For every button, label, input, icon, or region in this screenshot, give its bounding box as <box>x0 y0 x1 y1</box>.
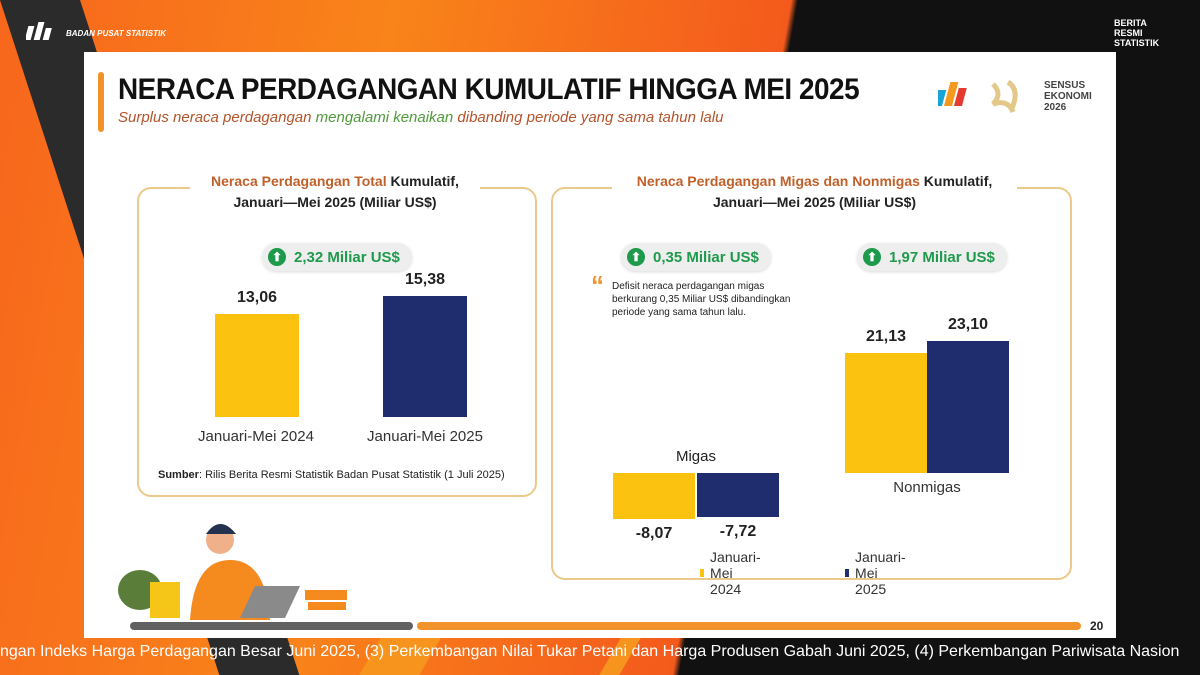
value-label: 15,38 <box>404 270 446 288</box>
bar-migas-2025 <box>697 473 779 517</box>
change-badge-nonmigas: ⬆ 1,97 Miliar US$ <box>857 243 1007 271</box>
subtitle-part: Surplus neraca perdagangan <box>118 109 316 126</box>
change-badge-migas: ⬆ 0,35 Miliar US$ <box>621 243 771 271</box>
sensus-logo: SENSUS EKONOMI 2026 <box>938 76 1100 116</box>
badge-text: 0,35 Miliar US$ <box>653 248 759 266</box>
news-ticker: ngan Indeks Harga Perdagangan Besar Juni… <box>0 643 1180 660</box>
legend-swatch <box>700 569 705 577</box>
bar-nonmigas-2024 <box>845 352 927 473</box>
panel-total <box>137 187 537 497</box>
legend-item-2025: Januari-Mei 2025 <box>845 549 910 597</box>
title-part: Kumulatif, <box>919 173 993 189</box>
title-part: Neraca Perdagangan Total <box>211 173 387 189</box>
bar-2025 <box>383 295 467 417</box>
bps-logo-icon <box>26 22 52 40</box>
page-number: 20 <box>1090 619 1104 633</box>
source-note: Sumber: Rilis Berita Resmi Statistik Bad… <box>158 469 505 481</box>
arrow-up-icon: ⬆ <box>863 248 881 266</box>
legend-label: Januari-Mei 2024 <box>710 549 761 597</box>
title-part: Neraca Perdagangan Migas dan Nonmigas <box>636 173 920 189</box>
category-label: Migas <box>675 448 716 465</box>
value-label: -8,07 <box>635 524 673 542</box>
subtitle-highlight: mengalami kenaikan <box>315 109 454 126</box>
category-label: Januari-Mei 2025 <box>367 428 483 445</box>
legend-label: Januari-Mei 2025 <box>855 549 906 597</box>
migas-note: Defisit neraca perdagangan migas berkura… <box>612 281 791 318</box>
title-part: Januari—Mei 2025 (Miliar US$) <box>712 194 917 210</box>
person-laptop-illustration <box>118 524 347 620</box>
value-label: 21,13 <box>865 327 907 345</box>
category-label: Nonmigas <box>893 479 961 496</box>
sensus-logo-text: SENSUS EKONOMI 2026 <box>1044 79 1092 113</box>
legend-swatch <box>845 569 850 577</box>
value-label: 13,06 <box>236 288 278 306</box>
bar-migas-2024 <box>613 473 695 519</box>
change-badge-total: ⬆ 2,32 Miliar US$ <box>262 243 412 271</box>
progress-bar-grey <box>130 622 413 630</box>
title-part: Januari—Mei 2025 (Miliar US$) <box>233 194 437 210</box>
progress-bar-orange <box>417 622 1081 630</box>
panel-total-title: Neraca Perdagangan Total Kumulatif, Janu… <box>190 171 480 213</box>
arrow-up-icon: ⬆ <box>268 248 286 266</box>
sensus-logo-icon <box>938 79 1018 114</box>
page-title: NERACA PERDAGANGAN KUMULATIF HINGGA MEI … <box>118 73 860 106</box>
legend-item-2024: Januari-Mei 2024 <box>700 549 765 597</box>
quote-icon: “ <box>591 270 604 300</box>
page-subtitle: Surplus neraca perdagangan mengalami ken… <box>118 109 723 126</box>
illustration-person-laptop <box>100 520 410 620</box>
bar-nonmigas-2025 <box>927 341 1009 473</box>
category-label: Januari-Mei 2024 <box>198 428 314 445</box>
badge-text: 2,32 Miliar US$ <box>294 248 400 266</box>
badge-text: 1,97 Miliar US$ <box>889 248 995 266</box>
panel-migas-title: Neraca Perdagangan Migas dan Nonmigas Ku… <box>612 171 1017 213</box>
bps-logo: BADAN PUSAT STATISTIK <box>26 20 166 46</box>
bar-2024 <box>215 313 299 417</box>
value-label: -7,72 <box>719 523 757 540</box>
org-name: BADAN PUSAT STATISTIK <box>66 28 166 38</box>
source-text: : Rilis Berita Resmi Statistik Badan Pus… <box>198 469 505 481</box>
arrow-up-icon: ⬆ <box>627 248 645 266</box>
title-part: Kumulatif, <box>386 173 459 189</box>
brs-logo: BERITA RESMI STATISTIK <box>1114 18 1160 48</box>
title-accent <box>98 72 104 132</box>
subtitle-part: dibanding periode yang sama tahun lalu <box>453 109 724 126</box>
source-label: Sumber <box>158 469 199 481</box>
value-label: 23,10 <box>947 316 989 334</box>
